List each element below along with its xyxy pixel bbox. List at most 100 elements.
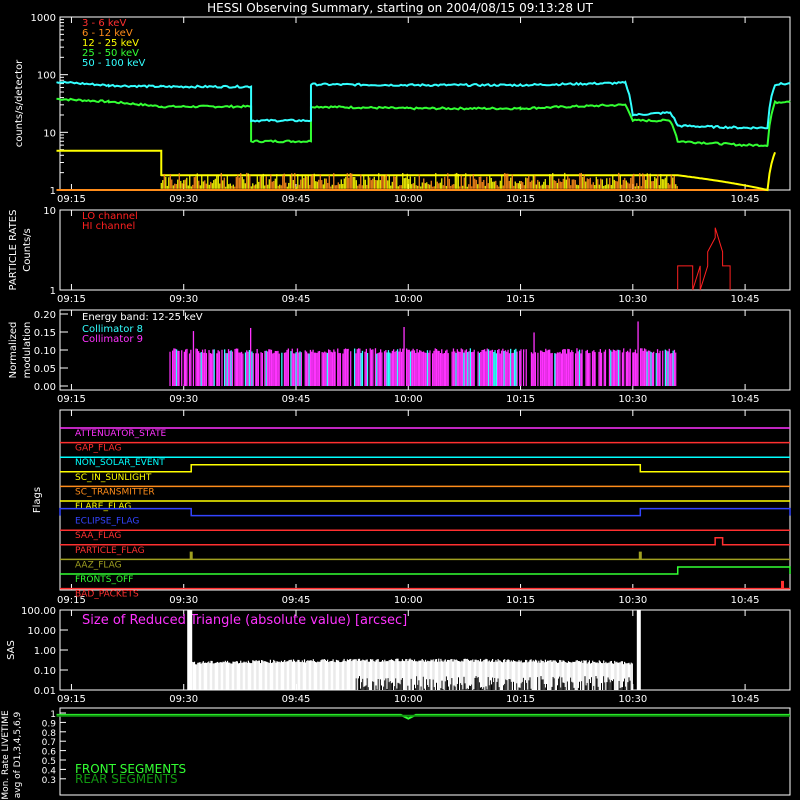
flags-xtick-label: 09:15 — [57, 595, 86, 606]
livetime-ytick-label: 0.6 — [42, 748, 57, 758]
lightcurve-xtick-label: 09:15 — [57, 194, 86, 205]
lightcurve-ytick-label: 1 — [50, 186, 56, 197]
lightcurve-ytick-label: 1000 — [31, 13, 56, 24]
legend-entry: Collimator 8 — [82, 324, 143, 335]
flags-panel: 09:15 09:30 09:45 10:00 10:15 10:30 10:45 Flags… — [32, 409, 791, 606]
livetime-ytick-label: 0.9 — [42, 719, 57, 729]
flag-label: GAP_FLAG — [75, 444, 121, 454]
sas-ytick-label: 0.01 — [34, 686, 56, 697]
sas-xtick-label: 09:30 — [169, 694, 198, 705]
particle-xtick-label: 09:30 — [169, 294, 198, 305]
particle-ylabel: PARTICLE RATES — [8, 210, 19, 291]
modulation-xtick-label: 10:45 — [731, 394, 760, 405]
flag-label: FRONTS_OFF — [75, 575, 133, 585]
sas-ytick-label: 100.00 — [21, 606, 56, 617]
modulation-xtick-label: 10:15 — [506, 394, 535, 405]
flags-xtick-label: 10:15 — [506, 595, 535, 606]
modulation-ytick-label: 0.00 — [34, 382, 56, 393]
modulation-xtick-label: 09:45 — [282, 394, 311, 405]
livetime-frame — [59, 707, 791, 796]
sas-ytick-label: 0.10 — [34, 666, 56, 677]
sas-xtick-label: 09:15 — [57, 694, 86, 705]
modulation-ytick-label: 0.05 — [34, 364, 56, 375]
sas-ylabel: SAS — [6, 640, 17, 660]
lightcurve-xtick-label: 10:00 — [394, 194, 423, 205]
modulation-ytick-label: 0.20 — [34, 310, 56, 321]
livetime-ytick-label: 0.3 — [42, 776, 56, 786]
legend-entry: LO channel — [82, 211, 138, 222]
flags-xtick-label: 09:30 — [169, 595, 198, 606]
flags-frame — [59, 409, 791, 591]
series-line — [56, 97, 791, 148]
series-line — [56, 80, 791, 130]
particle-xtick-label: 10:45 — [731, 294, 760, 305]
flag-label: FLARE_FLAG — [75, 502, 131, 512]
livetime-ytick-label: 1 — [50, 710, 56, 720]
series-line — [56, 149, 776, 192]
legend-entry: 3 - 6 keV — [82, 18, 126, 29]
flag-label: ATTENUATOR_STATE — [75, 429, 167, 439]
particle-ytick-label: 1 — [50, 286, 56, 297]
flags-xtick-label: 10:45 — [731, 595, 760, 606]
flag-label: SC_TRANSMITTER — [75, 487, 155, 497]
flags-xtick-label: 10:30 — [618, 595, 647, 606]
flag-line — [60, 551, 790, 561]
particle-xtick-label: 09:15 — [57, 294, 86, 305]
particle-xtick-label: 10:15 — [506, 294, 535, 305]
flags-ylabel: Flags — [32, 487, 43, 513]
flag-label: BAD_PACKETS — [75, 590, 139, 600]
modulation-xtick-label: 10:00 — [394, 394, 423, 405]
lightcurve-panel: 1 10 100 1000 09:15 09:30 09:45 10:00 10:15 10:30… — [14, 13, 791, 205]
livetime-ytick-label: 0.4 — [42, 766, 57, 776]
sas-ytick-label: 1.00 — [34, 646, 56, 657]
energy-band-label: Energy band: 12-25 keV — [82, 312, 203, 323]
particle-xtick-label: 10:30 — [618, 294, 647, 305]
modulation-ytick-label: 0.15 — [34, 328, 56, 339]
flag-line — [60, 580, 790, 590]
flag-line — [59, 507, 791, 517]
flag-label: SAA_FLAG — [75, 531, 121, 541]
legend-entry: REAR SEGMENTS — [75, 772, 178, 786]
livetime-ytick-label: 0.5 — [42, 757, 56, 767]
particle-xtick-label: 09:45 — [282, 294, 311, 305]
legend-entry: HI channel — [82, 221, 135, 232]
lightcurve-xtick-label: 10:45 — [731, 194, 760, 205]
modulation-ylabel: modulation — [22, 322, 33, 379]
flags-xtick-label: 09:45 — [282, 595, 311, 606]
flag-line — [60, 537, 790, 546]
modulation-xtick-label: 10:30 — [618, 394, 647, 405]
sas-ytick-label: 10.00 — [27, 626, 56, 637]
modulation-panel: 0.00 0.05 0.10 0.15 0.20 09:15 09:30 09:45 10:00… — [8, 309, 791, 405]
spikes-12-25 — [160, 172, 678, 189]
lightcurve-ytick-label: 100 — [37, 71, 56, 82]
modulation-ytick-label: 0.10 — [34, 346, 56, 357]
modulation-xtick-label: 09:30 — [169, 394, 198, 405]
flag-label: ECLIPSE_FLAG — [75, 517, 139, 527]
lightcurve-xtick-label: 10:30 — [618, 194, 647, 205]
series-line — [677, 227, 731, 291]
sas-xtick-label: 10:00 — [394, 694, 423, 705]
modulation-xtick-label: 09:15 — [57, 394, 86, 405]
modulation-bars — [168, 320, 678, 386]
legend-entry: 6 - 12 keV — [82, 28, 133, 39]
legend-entry: 25 - 50 keV — [82, 48, 139, 59]
flag-label: SC_IN_SUNLIGHT — [75, 473, 152, 483]
livetime-ytick-label: 0.7 — [42, 738, 56, 748]
legend-entry: 50 - 100 keV — [82, 58, 146, 69]
sas-xtick-label: 10:30 — [618, 694, 647, 705]
lightcurve-xtick-label: 10:15 — [506, 194, 535, 205]
livetime-panel: 10.90.80.70.60.50.40.3 Mon. Rate LIVETIME… — [1, 707, 791, 800]
legend-entry: FRONT SEGMENTS — [75, 762, 186, 776]
particle-panel: 1 10 09:15 09:30 09:45 10:00 10:15 10:30 10:45 PA… — [8, 206, 791, 305]
flag-label: NON_SOLAR_EVENT — [75, 458, 165, 468]
flag-label: AAZ_FLAG — [75, 560, 122, 570]
sas-trace — [190, 658, 633, 690]
lightcurve-ytick-label: 10 — [43, 128, 56, 139]
particle-xtick-label: 10:00 — [394, 294, 423, 305]
chart-title: HESSI Observing Summary, starting on 200… — [207, 1, 593, 15]
sas-xtick-label: 09:45 — [282, 694, 311, 705]
lightcurve-xtick-label: 09:30 — [169, 194, 198, 205]
sas-panel: 0.01 0.10 1.00 10.00 100.00 09:15 09:30 09:45 10… — [6, 606, 791, 705]
